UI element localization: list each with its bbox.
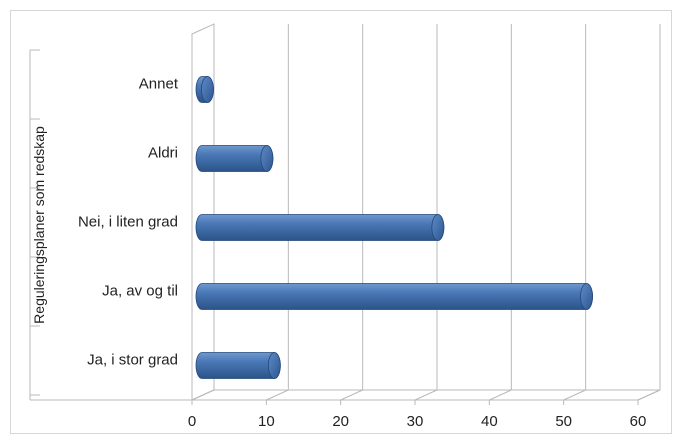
floor-gridline <box>563 389 586 401</box>
category-label: Ja, av og til <box>102 283 178 300</box>
floor-gridline <box>191 389 215 401</box>
bars <box>195 76 593 379</box>
bar <box>195 214 445 241</box>
category-label: Nei, i liten grad <box>78 214 178 231</box>
bar-cap <box>267 352 281 379</box>
bar-cap <box>201 76 214 103</box>
category-label: Annet <box>139 76 179 93</box>
labels: 0 10 20 30 40 50 60 Annet Aldri Nei, i liten grad… <box>31 76 646 431</box>
bar-body <box>195 283 593 310</box>
floor-gridline <box>489 389 512 401</box>
bar-cap <box>260 145 274 172</box>
x-tick-label: 30 <box>407 413 424 430</box>
category-label: Aldri <box>148 145 178 162</box>
x-tick-label: 20 <box>332 413 349 430</box>
x-tick-label: 50 <box>555 413 572 430</box>
x-tick-label: 60 <box>630 413 647 430</box>
bar <box>195 283 593 310</box>
bar <box>195 352 281 379</box>
category-label: Ja, i stor grad <box>87 352 178 369</box>
floor-gridline <box>414 389 438 401</box>
bar-body <box>195 214 445 241</box>
gridlines <box>191 24 661 405</box>
bar <box>195 145 274 172</box>
bar-cap <box>580 283 593 310</box>
bar-cap <box>431 214 445 241</box>
x-tick-label: 40 <box>481 413 498 430</box>
x-tick-label: 0 <box>188 413 196 430</box>
chart-border <box>10 10 672 434</box>
floor-gridline <box>637 389 661 401</box>
floor-gridline <box>340 389 363 401</box>
bar-body <box>195 352 281 379</box>
bar <box>195 76 214 103</box>
x-tick-label: 10 <box>258 413 275 430</box>
floor-gridline <box>266 389 289 401</box>
y-axis-title: Reguleringsplaner som redskap <box>31 126 47 324</box>
